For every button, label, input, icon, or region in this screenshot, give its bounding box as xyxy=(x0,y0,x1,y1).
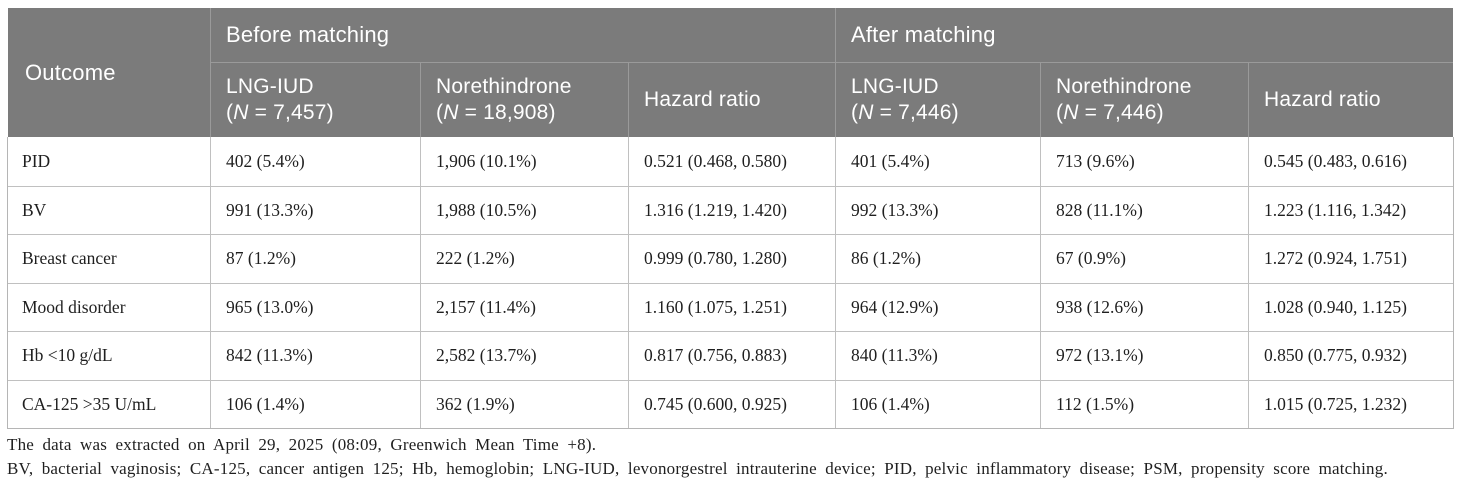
table-cell: 1.028 (0.940, 1.125) xyxy=(1248,283,1453,331)
outcomes-table: Outcome Before matching After matching L… xyxy=(7,8,1454,429)
outcome-cell: Breast cancer xyxy=(22,248,117,269)
column-header-norethindrone-after: Norethindrone (N = 7,446) xyxy=(1040,63,1248,137)
column-header-norethindrone-before: Norethindrone (N = 18,908) xyxy=(420,63,628,137)
column-header-lng-iud-before: LNG-IUD (N = 7,457) xyxy=(210,63,420,137)
column-header-line2: (N = 7,446) xyxy=(1056,100,1248,126)
table-cell: 938 (12.6%) xyxy=(1040,283,1248,331)
table-cell: 840 (11.3%) xyxy=(835,332,1040,380)
paren-open: ( xyxy=(226,101,234,124)
header-group-after-matching: After matching xyxy=(835,8,1453,63)
table-cell: 0.521 (0.468, 0.580) xyxy=(628,137,835,186)
n-italic: N xyxy=(858,101,874,124)
column-header-line1: LNG-IUD xyxy=(226,75,314,98)
header-group-after-label: After matching xyxy=(851,22,996,47)
header-outcome-label: Outcome xyxy=(25,59,116,85)
table-cell: 0.745 (0.600, 0.925) xyxy=(628,380,835,428)
table-cell: 362 (1.9%) xyxy=(420,380,628,428)
table-cell: 842 (11.3%) xyxy=(210,332,420,380)
column-header-hazard-ratio-before: Hazard ratio xyxy=(628,63,835,137)
table-row-ca125: CA-125 >35 U/mL 106 (1.4%) 362 (1.9%) 0.… xyxy=(8,379,1453,428)
table-cell: 992 (13.3%) xyxy=(835,186,1040,234)
column-header-line1: Norethindrone xyxy=(436,75,572,98)
column-header-label: Hazard ratio xyxy=(644,88,761,111)
table-cell: 991 (13.3%) xyxy=(210,186,420,234)
outcome-cell: Hb <10 g/dL xyxy=(22,345,113,366)
n-value: = 7,446) xyxy=(873,101,959,124)
footnote-extraction-date: The data was extracted on April 29, 2025… xyxy=(7,435,597,454)
table-cell: 0.999 (0.780, 1.280) xyxy=(628,235,835,283)
table-header: Outcome Before matching After matching L… xyxy=(8,8,1453,137)
table-row-mood-disorder: Mood disorder 965 (13.0%) 2,157 (11.4%) … xyxy=(8,282,1453,331)
table-cell: 1.223 (1.116, 1.342) xyxy=(1248,186,1453,234)
column-header-line1: Norethindrone xyxy=(1056,75,1192,98)
outcome-cell: Mood disorder xyxy=(22,296,126,317)
table-cell: 1,906 (10.1%) xyxy=(420,137,628,186)
table-cell: 1.160 (1.075, 1.251) xyxy=(628,283,835,331)
column-header-label: Hazard ratio xyxy=(1264,88,1381,111)
table-row-pid: PID 402 (5.4%) 1,906 (10.1%) 0.521 (0.46… xyxy=(8,137,1453,186)
header-outcome: Outcome xyxy=(8,8,210,137)
table-cell: 0.817 (0.756, 0.883) xyxy=(628,332,835,380)
column-header-hazard-ratio-after: Hazard ratio xyxy=(1248,63,1453,137)
paren-open: ( xyxy=(436,101,444,124)
outcome-cell: PID xyxy=(22,150,51,171)
table-cell: 828 (11.1%) xyxy=(1040,186,1248,234)
n-value: = 18,908) xyxy=(458,101,556,124)
outcome-cell: BV xyxy=(22,199,47,220)
outcome-cell: CA-125 >35 U/mL xyxy=(22,393,157,414)
column-header-line2: (N = 18,908) xyxy=(436,100,628,126)
table-cell: 2,157 (11.4%) xyxy=(420,283,628,331)
n-italic: N xyxy=(233,101,249,124)
table-row-bv: BV 991 (13.3%) 1,988 (10.5%) 1.316 (1.21… xyxy=(8,185,1453,234)
column-header-line2: (N = 7,457) xyxy=(226,100,420,126)
table-cell: 106 (1.4%) xyxy=(210,380,420,428)
n-value: = 7,457) xyxy=(248,101,334,124)
table-cell: 1,988 (10.5%) xyxy=(420,186,628,234)
column-header-line2: (N = 7,446) xyxy=(851,100,1040,126)
table-cell: 713 (9.6%) xyxy=(1040,137,1248,186)
table-cell: 222 (1.2%) xyxy=(420,235,628,283)
n-italic: N xyxy=(1063,101,1079,124)
table-cell: 1.015 (0.725, 1.232) xyxy=(1248,380,1453,428)
header-group-before-label: Before matching xyxy=(226,22,390,47)
paren-open: ( xyxy=(1056,101,1064,124)
column-header-line1: LNG-IUD xyxy=(851,75,939,98)
table-body: PID 402 (5.4%) 1,906 (10.1%) 0.521 (0.46… xyxy=(7,137,1454,429)
header-group-before-matching: Before matching xyxy=(210,8,835,63)
table-cell: 1.316 (1.219, 1.420) xyxy=(628,186,835,234)
table-row-hb: Hb <10 g/dL 842 (11.3%) 2,582 (13.7%) 0.… xyxy=(8,331,1453,380)
column-header-lng-iud-after: LNG-IUD (N = 7,446) xyxy=(835,63,1040,137)
table-cell: 112 (1.5%) xyxy=(1040,380,1248,428)
table-footnotes: The data was extracted on April 29, 2025… xyxy=(7,433,1455,481)
table-cell: 0.850 (0.775, 0.932) xyxy=(1248,332,1453,380)
table-cell: 401 (5.4%) xyxy=(835,137,1040,186)
n-value: = 7,446) xyxy=(1078,101,1164,124)
table-cell: 402 (5.4%) xyxy=(210,137,420,186)
table-cell: 86 (1.2%) xyxy=(835,235,1040,283)
table-cell: 965 (13.0%) xyxy=(210,283,420,331)
table-cell: 972 (13.1%) xyxy=(1040,332,1248,380)
table-cell: 2,582 (13.7%) xyxy=(420,332,628,380)
n-italic: N xyxy=(443,101,459,124)
table-row-breast-cancer: Breast cancer 87 (1.2%) 222 (1.2%) 0.999… xyxy=(8,234,1453,283)
table-cell: 87 (1.2%) xyxy=(210,235,420,283)
table-cell: 0.545 (0.483, 0.616) xyxy=(1248,137,1453,186)
table-cell: 964 (12.9%) xyxy=(835,283,1040,331)
paren-open: ( xyxy=(851,101,859,124)
table-cell: 67 (0.9%) xyxy=(1040,235,1248,283)
table-cell: 106 (1.4%) xyxy=(835,380,1040,428)
footnote-abbreviations: BV, bacterial vaginosis; CA-125, cancer … xyxy=(7,459,1388,478)
table-cell: 1.272 (0.924, 1.751) xyxy=(1248,235,1453,283)
